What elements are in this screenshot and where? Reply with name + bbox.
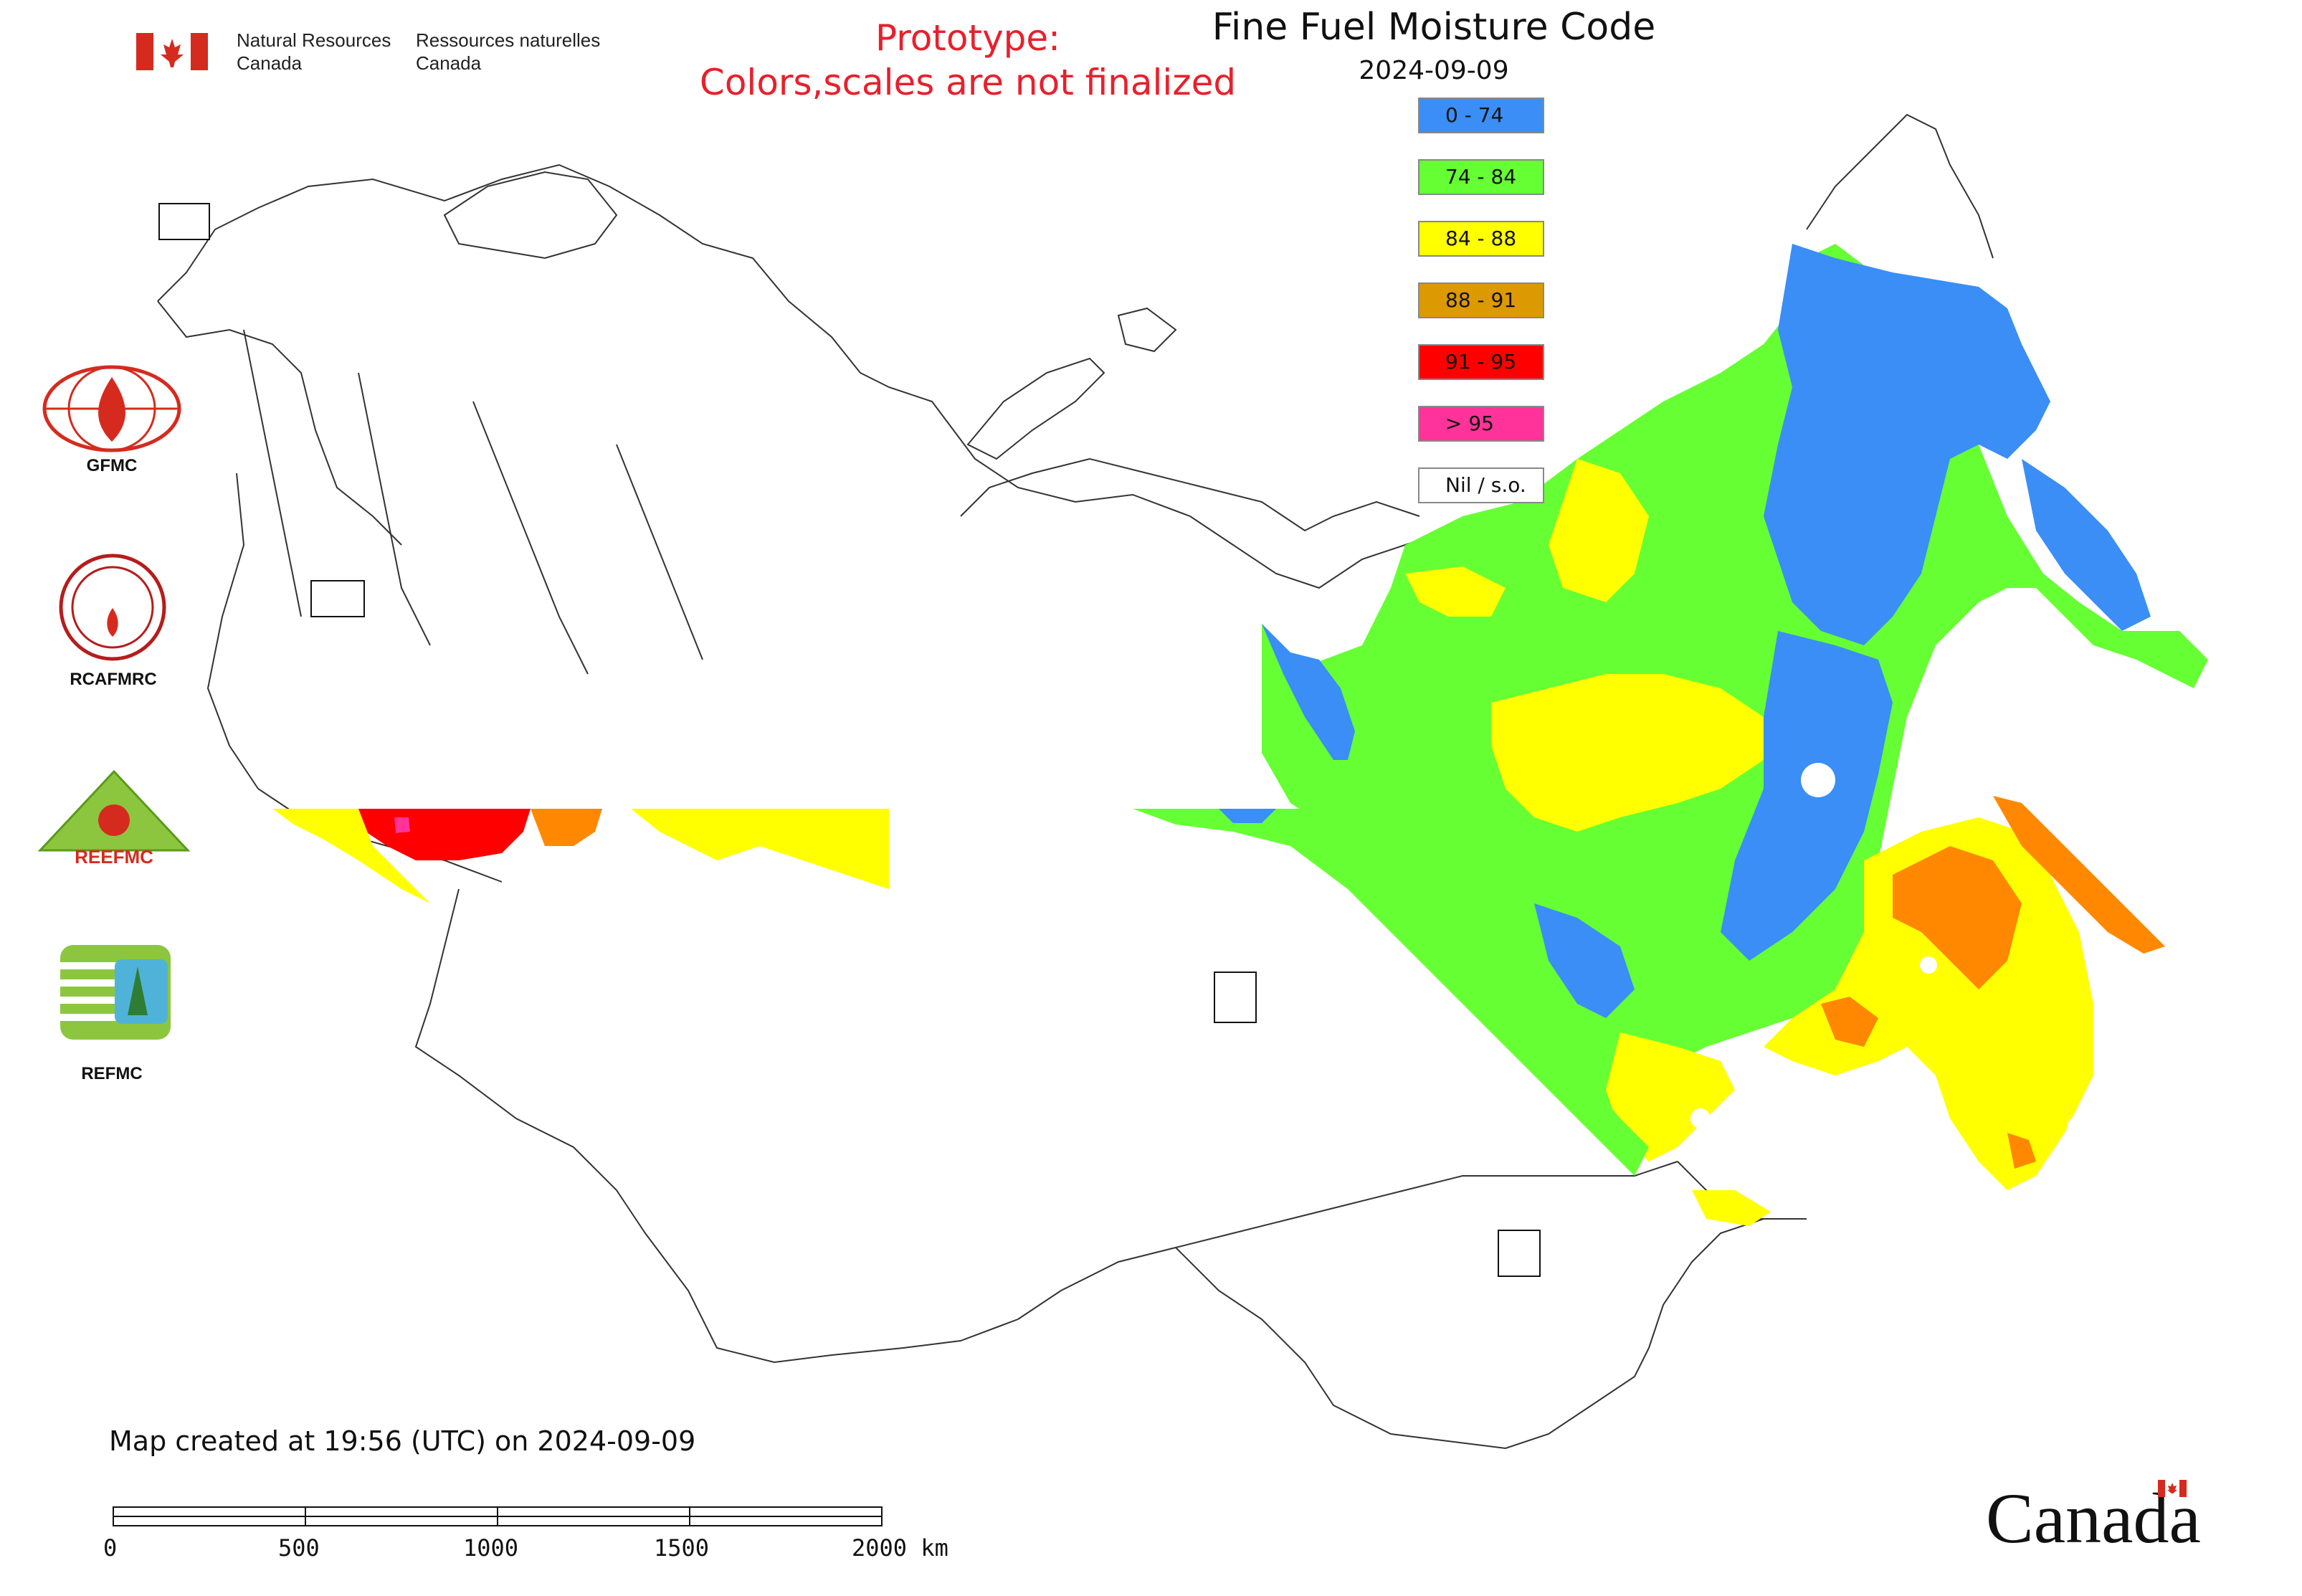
ffmc-95-plus-spot — [394, 817, 410, 833]
ffmc-0-74-kamchatka — [2022, 459, 2151, 631]
reefmc-wordmark: REEFMC — [75, 846, 153, 868]
refmc-logo-label: REFMC — [81, 1064, 143, 1083]
legend-label: > 95 — [1445, 412, 1494, 435]
ffmc-84-88-west — [1405, 566, 1506, 617]
ffmc-84-88-north — [1549, 459, 1649, 602]
legend-item: 91 - 95 — [1418, 344, 1544, 380]
nil-data-spot — [1801, 763, 1835, 797]
internal-border-1 — [243, 329, 302, 617]
ffmc-88-91-south — [1821, 997, 1878, 1047]
gfmc-globe-flame-icon — [42, 365, 181, 452]
map-date: 2024-09-09 — [1359, 56, 1509, 85]
scale-label: 500 — [278, 1534, 320, 1562]
legend-item: Nil / s.o. — [1418, 467, 1544, 503]
internal-border-2 — [358, 372, 431, 646]
ffmc-91-95-west-strip — [358, 809, 531, 860]
nrcan-signature: Natural Resources Canada Ressources natu… — [136, 29, 609, 79]
legend-item: > 95 — [1418, 406, 1544, 442]
org-name-fr: Ressources naturelles Canada — [416, 29, 601, 74]
legend-item: 74 - 84 — [1418, 159, 1544, 195]
ffmc-88-91-coast — [1993, 796, 2165, 954]
legend-label: 91 - 95 — [1445, 350, 1517, 374]
ffmc-84-88-mongolia-patch — [1692, 1190, 1771, 1226]
arctic-coast-outline — [157, 163, 1449, 589]
ffmc-88-91-sakhalin — [2007, 1133, 2036, 1169]
nil-data-spot — [2068, 1117, 2085, 1134]
scale-label: 1000 — [463, 1534, 519, 1562]
ffmc-84-88-mid-strip — [631, 809, 889, 889]
legend-item: 88 - 91 — [1418, 282, 1544, 318]
rcafmrc-seal-icon — [59, 554, 166, 661]
nil-data-spot — [1920, 956, 1937, 974]
org-name-en: Natural Resources Canada — [237, 29, 391, 74]
ffmc-84-88-south — [1606, 1032, 1735, 1162]
rcafmrc-map-marker — [1498, 1230, 1541, 1277]
ffmc-84-88-west-strip — [272, 809, 430, 903]
scale-label: 0 — [103, 1534, 118, 1562]
ffmc-84-88-center — [1491, 674, 1764, 832]
legend-item: 84 - 88 — [1418, 221, 1544, 257]
legend-label: 0 - 74 — [1445, 103, 1504, 127]
refmc-sigma-icon — [60, 945, 171, 1040]
kola-outline — [443, 171, 618, 260]
map-markers — [158, 203, 1541, 1277]
canada-wordmark: Canada — [1986, 1477, 2201, 1559]
ffmc-0-74-north-region — [1764, 244, 2050, 645]
severnaya-zemlya-outline — [1117, 307, 1177, 353]
ffmc-0-74-center-region — [1721, 631, 1893, 961]
taimyr-coast-outline — [960, 457, 1420, 532]
canada-flag-icon — [136, 33, 208, 70]
map-title: Fine Fuel Moisture Code — [1212, 6, 1656, 49]
kazakhstan-outline — [414, 888, 1019, 1364]
internal-border-4 — [616, 444, 703, 660]
chukotka-outline — [1806, 113, 1994, 259]
internal-border-3 — [472, 401, 589, 675]
ffmc-74-84-region — [1262, 244, 2208, 1147]
scale-bar — [113, 1506, 883, 1526]
ffmc-0-74-east-strip — [1219, 809, 1276, 823]
prototype-line-1: Prototype: — [875, 17, 1061, 59]
gfmc-map-marker — [158, 203, 210, 240]
legend-label: 74 - 84 — [1445, 165, 1517, 189]
legend-label: Nil / s.o. — [1445, 473, 1526, 497]
mongolia-outline — [1175, 1218, 1807, 1450]
prototype-notice: Prototype: Colors,scales are not finaliz… — [645, 16, 1290, 105]
novaya-zemlya-outline — [966, 357, 1105, 460]
baltic-region-outline — [206, 472, 259, 789]
central-asia-outline — [1017, 1161, 1678, 1320]
ffmc-0-74-west-region — [1262, 624, 1355, 760]
reefmc-triangle-icon: REEFMC — [37, 769, 191, 868]
map-created-note: Map created at 19:56 (UTC) on 2024-09-09 — [109, 1425, 696, 1457]
ffmc-74-84-east-strip — [1133, 809, 1649, 1176]
legend-item: 0 - 74 — [1418, 98, 1544, 133]
scale-label: 2000 km — [852, 1534, 948, 1562]
ffmc-0-74-south-region — [1534, 903, 1635, 1018]
nil-data-spot — [1690, 1108, 1711, 1129]
scale-label: 1500 — [654, 1534, 710, 1562]
rcafmrc-logo-label: RCAFMRC — [70, 670, 157, 689]
ffmc-88-91-region — [1893, 846, 2022, 989]
prototype-line-2: Colors,scales are not finalized — [699, 62, 1237, 103]
gfmc-logo-label: GFMC — [86, 456, 138, 475]
legend-label: 88 - 91 — [1445, 288, 1517, 312]
legend-label: 84 - 88 — [1445, 227, 1517, 250]
reefmc-map-marker — [310, 580, 365, 617]
canada-flag-icon — [2158, 1480, 2187, 1497]
refmc-map-marker — [1214, 972, 1257, 1023]
scandinavia-outline — [157, 300, 402, 546]
ffmc-coverage — [272, 244, 2208, 1226]
ffmc-88-91-west-strip — [531, 809, 602, 846]
